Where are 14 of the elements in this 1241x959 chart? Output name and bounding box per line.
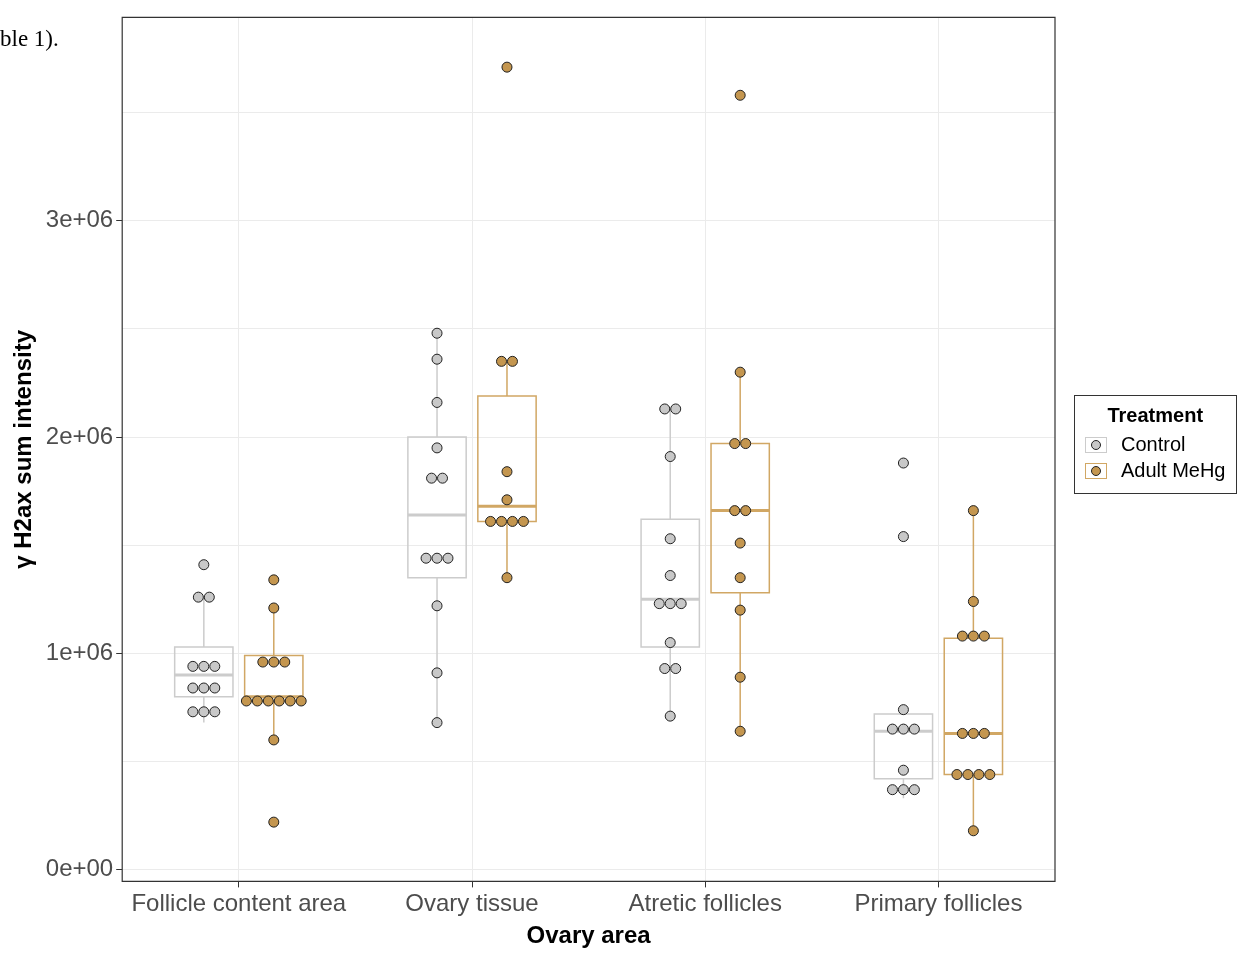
y-axis-title: γ H2ax sum intensity [9, 329, 37, 569]
legend-label: Control [1121, 433, 1186, 456]
y-tick-label: 3e+06 [45, 205, 114, 233]
text: ble 1). [0, 26, 59, 52]
y-tick-label: 2e+06 [45, 421, 114, 449]
y-tick-label: 0e+00 [45, 854, 114, 882]
legend-title: Treatment [1106, 404, 1205, 427]
x-tick-label: Atretic follicles [628, 889, 782, 917]
y-tick-label: 1e+06 [45, 638, 114, 666]
x-tick-label: Primary follicles [854, 889, 1023, 917]
x-axis-title: Ovary area [526, 921, 652, 949]
x-tick-label: Follicle content area [131, 889, 347, 917]
legend-label: Adult MeHg [1121, 459, 1226, 482]
x-tick-label: Ovary tissue [405, 889, 539, 917]
